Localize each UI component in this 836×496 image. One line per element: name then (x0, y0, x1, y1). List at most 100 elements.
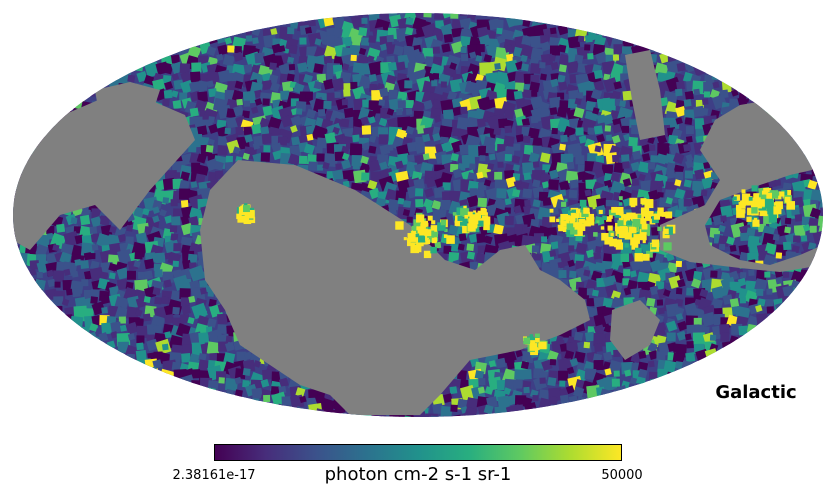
map-pixel (317, 164, 324, 171)
map-pixel (244, 134, 253, 143)
map-pixel (556, 107, 568, 118)
map-pixel (178, 188, 191, 200)
map-pixel (126, 360, 138, 371)
map-pixel (306, 133, 314, 141)
map-pixel (451, 97, 464, 110)
map-pixel (368, 187, 381, 200)
map-pixel (549, 45, 560, 56)
map-pixel (136, 342, 144, 351)
map-pixel (313, 80, 323, 90)
map-pixel (261, 369, 273, 381)
map-pixel (191, 162, 201, 172)
map-pixel (812, 230, 823, 246)
map-pixel (568, 54, 577, 63)
map-pixel (818, 262, 823, 276)
map-pixel (477, 96, 492, 112)
map-pixel (144, 258, 155, 270)
map-pixel (475, 188, 485, 198)
map-pixel (668, 377, 684, 393)
map-pixel (161, 62, 174, 75)
map-pixel (469, 51, 477, 59)
map-pixel (449, 62, 457, 70)
map-pixel (685, 352, 696, 363)
map-pixel (818, 172, 823, 180)
map-pixel (243, 100, 251, 107)
bright-pixel (467, 223, 476, 232)
map-pixel (548, 169, 559, 180)
map-pixel (242, 367, 251, 376)
map-pixel (590, 88, 603, 101)
map-pixel (550, 78, 559, 88)
map-pixel (494, 406, 509, 417)
bright-pixel (480, 208, 487, 216)
map-pixel (476, 118, 486, 128)
map-pixel (485, 144, 496, 154)
map-pixel (80, 260, 90, 269)
bright-pixel (601, 232, 609, 241)
bright-pixel (564, 198, 568, 202)
map-pixel (800, 280, 814, 294)
map-pixel (503, 108, 515, 120)
map-pixel (515, 134, 525, 143)
map-pixel (331, 77, 346, 92)
map-pixel (323, 100, 332, 110)
map-pixel (477, 197, 488, 208)
map-pixel (531, 90, 538, 97)
map-pixel (772, 233, 780, 241)
map-pixel (530, 115, 539, 124)
map-pixel (566, 60, 580, 74)
bright-pixel (549, 208, 554, 213)
bright-pixel (561, 201, 567, 207)
map-pixel (290, 115, 302, 127)
map-pixel (503, 135, 515, 147)
map-pixel (451, 19, 462, 30)
map-pixel (323, 45, 338, 60)
bright-pixel (657, 210, 664, 217)
map-pixel (766, 288, 773, 295)
map-pixel (433, 115, 442, 123)
map-pixel (800, 235, 808, 242)
map-pixel (611, 378, 621, 387)
map-pixel (343, 83, 351, 91)
map-pixel (710, 360, 718, 367)
map-pixel (595, 155, 605, 164)
map-pixel (674, 209, 683, 218)
map-pixel (361, 142, 371, 151)
map-pixel (549, 250, 557, 258)
map-pixel (522, 89, 532, 99)
map-pixel (685, 280, 693, 288)
bright-pixel (575, 208, 581, 214)
map-pixel (549, 107, 558, 116)
map-pixel (527, 127, 540, 140)
map-pixel (737, 340, 751, 354)
bright-pixel (784, 196, 791, 203)
map-pixel (173, 172, 181, 179)
map-pixel (305, 92, 312, 99)
map-pixel (593, 343, 603, 353)
map-pixel (809, 207, 822, 220)
map-pixel (683, 143, 692, 152)
map-pixel (775, 277, 783, 285)
map-pixel (306, 108, 317, 119)
map-pixel (532, 161, 540, 168)
map-pixel (434, 177, 445, 188)
map-pixel (352, 37, 361, 46)
map-pixel (191, 62, 202, 73)
map-pixel (521, 118, 530, 127)
map-pixel (807, 278, 823, 295)
map-pixel (360, 37, 370, 46)
coordinate-system-label: Galactic (715, 382, 797, 403)
map-pixel (407, 154, 415, 163)
map-pixel (620, 154, 630, 163)
map-pixel (512, 164, 520, 172)
bright-pixel (598, 209, 603, 214)
map-pixel (70, 217, 78, 225)
map-pixel (303, 143, 315, 155)
map-pixel (371, 89, 383, 102)
map-pixel (504, 125, 513, 134)
map-pixel (134, 251, 143, 260)
bright-pixel (416, 214, 425, 223)
map-pixel (385, 188, 399, 203)
map-pixel (450, 404, 458, 413)
map-pixel (558, 53, 571, 66)
